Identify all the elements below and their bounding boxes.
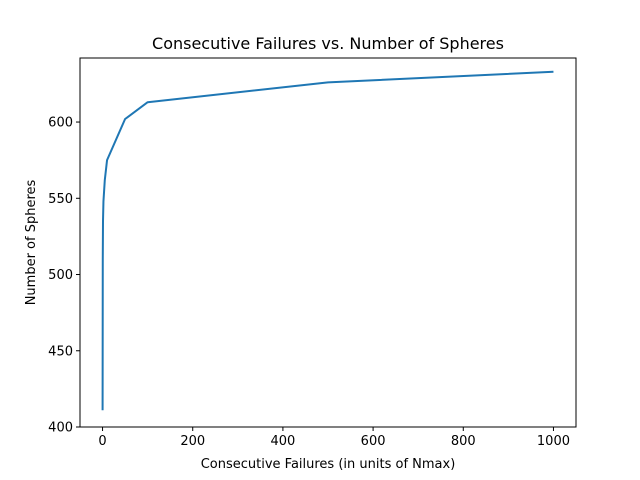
- x-tick-label: 0: [98, 434, 106, 449]
- y-tick-label: 400: [48, 421, 73, 436]
- x-tick-label: 200: [180, 434, 205, 449]
- y-tick-label: 450: [48, 344, 73, 359]
- x-tick-label: 1000: [537, 434, 570, 449]
- series-group: [101, 70, 554, 411]
- axes-frame: [79, 57, 577, 428]
- y-tick-label: 550: [48, 192, 73, 207]
- chart-title: Consecutive Failures vs. Number of Spher…: [152, 34, 504, 53]
- y-tick-label: 500: [48, 268, 73, 283]
- y-axis-ticks: 400 450 500 550 600: [48, 116, 80, 436]
- x-tick-label: 400: [270, 434, 295, 449]
- y-axis-label: Number of Spheres: [24, 179, 39, 305]
- series-line-0: [101, 70, 554, 411]
- x-axis-label: Consecutive Failures (in units of Nmax): [201, 457, 456, 472]
- y-tick-label: 600: [48, 116, 73, 131]
- x-tick-label: 800: [451, 434, 476, 449]
- x-tick-label: 600: [361, 434, 386, 449]
- x-axis-ticks: 0 200 400 600 800 1000: [98, 427, 570, 449]
